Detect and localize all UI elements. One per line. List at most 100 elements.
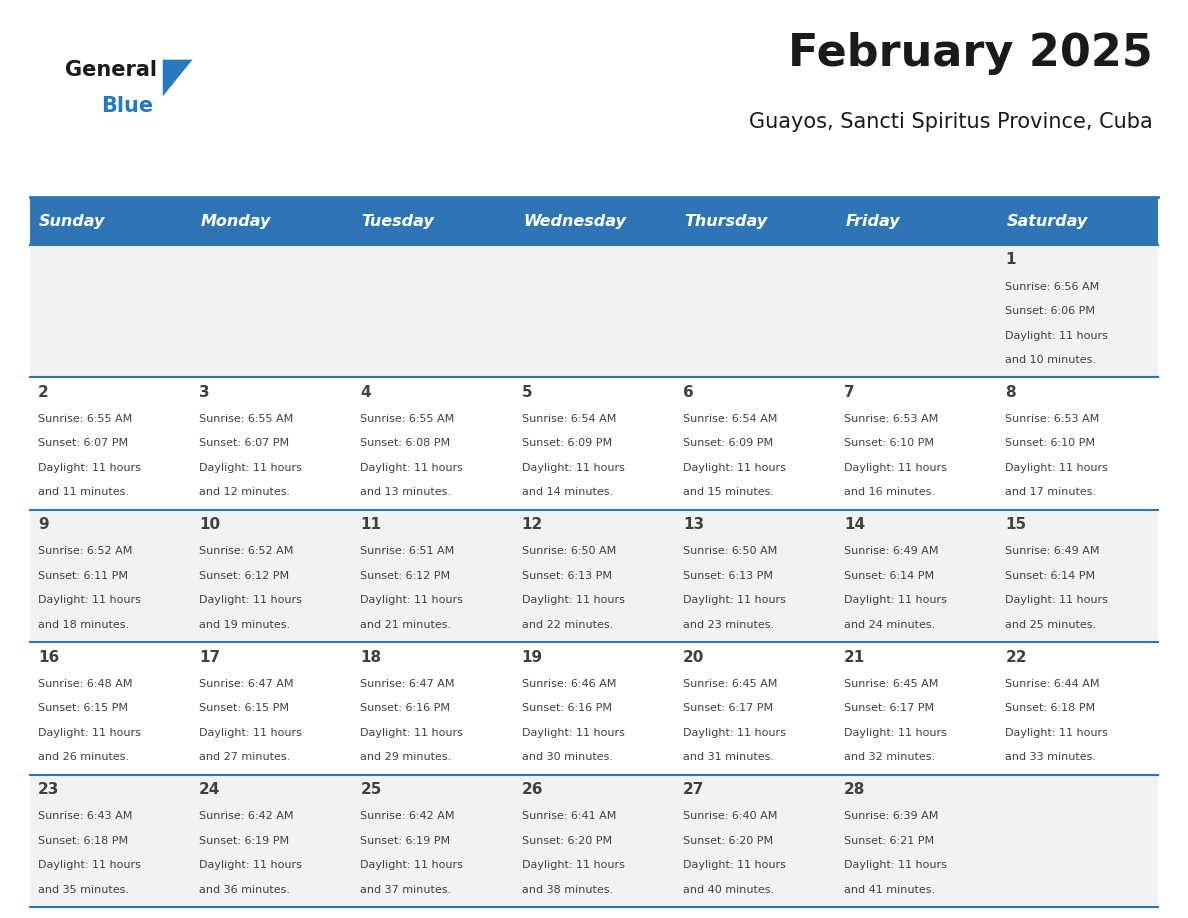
Text: and 38 minutes.: and 38 minutes. <box>522 885 613 894</box>
FancyBboxPatch shape <box>675 197 836 245</box>
Text: Sunset: 6:07 PM: Sunset: 6:07 PM <box>38 439 128 448</box>
Text: Daylight: 11 hours: Daylight: 11 hours <box>845 463 947 473</box>
Text: and 16 minutes.: and 16 minutes. <box>845 487 935 498</box>
Text: Sunset: 6:12 PM: Sunset: 6:12 PM <box>200 571 290 581</box>
Text: Sunset: 6:20 PM: Sunset: 6:20 PM <box>683 835 773 845</box>
Text: Daylight: 11 hours: Daylight: 11 hours <box>845 595 947 605</box>
Text: 20: 20 <box>683 650 704 665</box>
Text: Sunrise: 6:42 AM: Sunrise: 6:42 AM <box>200 812 293 821</box>
Text: Sunset: 6:09 PM: Sunset: 6:09 PM <box>683 439 773 448</box>
Text: Sunset: 6:06 PM: Sunset: 6:06 PM <box>1005 306 1095 316</box>
Text: and 40 minutes.: and 40 minutes. <box>683 885 775 894</box>
Text: Sunset: 6:11 PM: Sunset: 6:11 PM <box>38 571 128 581</box>
Text: and 26 minutes.: and 26 minutes. <box>38 752 129 762</box>
Text: Sunrise: 6:50 AM: Sunrise: 6:50 AM <box>683 546 777 556</box>
Text: Sunset: 6:17 PM: Sunset: 6:17 PM <box>845 703 934 713</box>
Text: Daylight: 11 hours: Daylight: 11 hours <box>1005 595 1108 605</box>
Text: and 18 minutes.: and 18 minutes. <box>38 620 129 630</box>
Text: 24: 24 <box>200 782 221 797</box>
Text: Sunrise: 6:55 AM: Sunrise: 6:55 AM <box>360 414 455 424</box>
Text: Daylight: 11 hours: Daylight: 11 hours <box>683 463 785 473</box>
FancyBboxPatch shape <box>352 197 513 245</box>
Text: and 15 minutes.: and 15 minutes. <box>683 487 773 498</box>
Text: and 21 minutes.: and 21 minutes. <box>360 620 451 630</box>
Text: Sunrise: 6:53 AM: Sunrise: 6:53 AM <box>1005 414 1100 424</box>
Text: Sunday: Sunday <box>39 214 106 229</box>
FancyBboxPatch shape <box>191 197 352 245</box>
Text: and 14 minutes.: and 14 minutes. <box>522 487 613 498</box>
Text: Daylight: 11 hours: Daylight: 11 hours <box>522 728 625 738</box>
FancyBboxPatch shape <box>997 197 1158 245</box>
Text: Sunset: 6:08 PM: Sunset: 6:08 PM <box>360 439 450 448</box>
Text: and 32 minutes.: and 32 minutes. <box>845 752 935 762</box>
Text: Sunrise: 6:47 AM: Sunrise: 6:47 AM <box>360 678 455 688</box>
Text: Sunset: 6:17 PM: Sunset: 6:17 PM <box>683 703 773 713</box>
Text: 10: 10 <box>200 517 220 532</box>
Text: Daylight: 11 hours: Daylight: 11 hours <box>683 595 785 605</box>
Text: 13: 13 <box>683 517 704 532</box>
Text: Daylight: 11 hours: Daylight: 11 hours <box>683 728 785 738</box>
Text: 14: 14 <box>845 517 865 532</box>
Text: Daylight: 11 hours: Daylight: 11 hours <box>1005 463 1108 473</box>
Text: Saturday: Saturday <box>1006 214 1088 229</box>
Text: Sunset: 6:13 PM: Sunset: 6:13 PM <box>522 571 612 581</box>
Text: 21: 21 <box>845 650 865 665</box>
Text: Daylight: 11 hours: Daylight: 11 hours <box>200 728 302 738</box>
Text: and 27 minutes.: and 27 minutes. <box>200 752 291 762</box>
Text: Sunset: 6:19 PM: Sunset: 6:19 PM <box>360 835 450 845</box>
Text: and 22 minutes.: and 22 minutes. <box>522 620 613 630</box>
Text: Daylight: 11 hours: Daylight: 11 hours <box>200 463 302 473</box>
Text: and 35 minutes.: and 35 minutes. <box>38 885 129 894</box>
Text: Wednesday: Wednesday <box>523 214 626 229</box>
Text: 8: 8 <box>1005 385 1016 400</box>
Text: Sunrise: 6:51 AM: Sunrise: 6:51 AM <box>360 546 455 556</box>
Text: General: General <box>65 60 157 80</box>
Text: Sunrise: 6:55 AM: Sunrise: 6:55 AM <box>200 414 293 424</box>
Text: Sunset: 6:13 PM: Sunset: 6:13 PM <box>683 571 773 581</box>
FancyBboxPatch shape <box>30 643 1158 775</box>
Text: Sunrise: 6:41 AM: Sunrise: 6:41 AM <box>522 812 617 821</box>
Text: Sunrise: 6:45 AM: Sunrise: 6:45 AM <box>845 678 939 688</box>
Text: 4: 4 <box>360 385 371 400</box>
Text: 16: 16 <box>38 650 59 665</box>
FancyBboxPatch shape <box>30 245 1158 377</box>
Text: Sunrise: 6:56 AM: Sunrise: 6:56 AM <box>1005 282 1100 292</box>
Text: Sunrise: 6:39 AM: Sunrise: 6:39 AM <box>845 812 939 821</box>
Text: Daylight: 11 hours: Daylight: 11 hours <box>360 595 463 605</box>
FancyBboxPatch shape <box>836 197 997 245</box>
FancyBboxPatch shape <box>30 197 191 245</box>
Text: 18: 18 <box>360 650 381 665</box>
Text: Guayos, Sancti Spiritus Province, Cuba: Guayos, Sancti Spiritus Province, Cuba <box>748 112 1152 132</box>
Text: Sunset: 6:09 PM: Sunset: 6:09 PM <box>522 439 612 448</box>
Text: Daylight: 11 hours: Daylight: 11 hours <box>360 463 463 473</box>
FancyBboxPatch shape <box>30 775 1158 907</box>
Text: Monday: Monday <box>201 214 271 229</box>
Text: and 41 minutes.: and 41 minutes. <box>845 885 935 894</box>
Text: Daylight: 11 hours: Daylight: 11 hours <box>38 860 141 870</box>
Text: 15: 15 <box>1005 517 1026 532</box>
Text: Sunset: 6:16 PM: Sunset: 6:16 PM <box>360 703 450 713</box>
Text: Sunset: 6:16 PM: Sunset: 6:16 PM <box>522 703 612 713</box>
Text: Daylight: 11 hours: Daylight: 11 hours <box>38 463 141 473</box>
Text: Sunrise: 6:55 AM: Sunrise: 6:55 AM <box>38 414 132 424</box>
Text: and 30 minutes.: and 30 minutes. <box>522 752 613 762</box>
Text: Sunset: 6:10 PM: Sunset: 6:10 PM <box>845 439 934 448</box>
Text: Sunset: 6:10 PM: Sunset: 6:10 PM <box>1005 439 1095 448</box>
Text: Sunset: 6:18 PM: Sunset: 6:18 PM <box>1005 703 1095 713</box>
Text: Daylight: 11 hours: Daylight: 11 hours <box>38 595 141 605</box>
Text: Sunrise: 6:44 AM: Sunrise: 6:44 AM <box>1005 678 1100 688</box>
Text: Sunrise: 6:53 AM: Sunrise: 6:53 AM <box>845 414 939 424</box>
Text: Sunset: 6:18 PM: Sunset: 6:18 PM <box>38 835 128 845</box>
Text: and 11 minutes.: and 11 minutes. <box>38 487 129 498</box>
Text: 17: 17 <box>200 650 220 665</box>
Text: Daylight: 11 hours: Daylight: 11 hours <box>1005 330 1108 341</box>
Text: February 2025: February 2025 <box>788 32 1152 75</box>
Text: Daylight: 11 hours: Daylight: 11 hours <box>845 728 947 738</box>
Text: Daylight: 11 hours: Daylight: 11 hours <box>360 860 463 870</box>
Text: Daylight: 11 hours: Daylight: 11 hours <box>360 728 463 738</box>
Text: Sunrise: 6:50 AM: Sunrise: 6:50 AM <box>522 546 615 556</box>
Text: and 25 minutes.: and 25 minutes. <box>1005 620 1097 630</box>
Text: Sunrise: 6:52 AM: Sunrise: 6:52 AM <box>200 546 293 556</box>
Text: Sunset: 6:12 PM: Sunset: 6:12 PM <box>360 571 450 581</box>
Text: Sunrise: 6:40 AM: Sunrise: 6:40 AM <box>683 812 777 821</box>
